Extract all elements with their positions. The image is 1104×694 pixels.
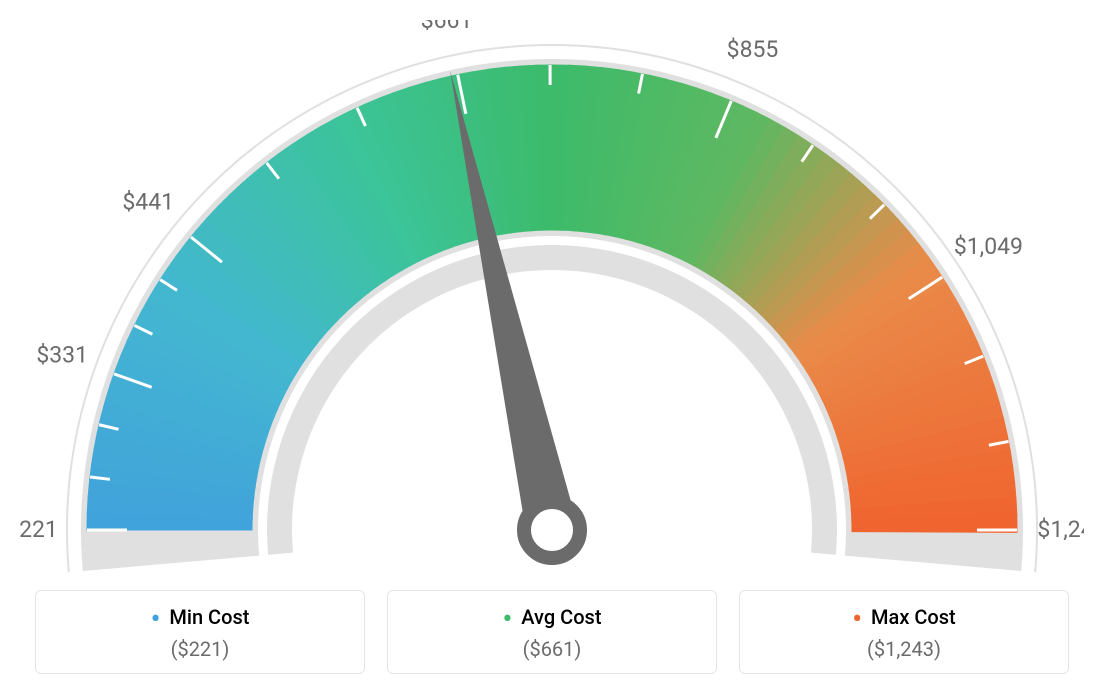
svg-text:$855: $855: [727, 36, 779, 63]
legend-title-min-text: Min Cost: [169, 605, 249, 629]
legend-title-avg: • Avg Cost: [398, 605, 706, 629]
gauge-svg: $221 $331 $441 $661 $855 $1,049 $1,243: [20, 20, 1084, 580]
svg-text:$1,049: $1,049: [954, 233, 1023, 260]
dot-max: •: [852, 602, 862, 635]
dot-min: •: [151, 602, 161, 635]
legend-title-avg-text: Avg Cost: [521, 605, 601, 629]
cost-gauge: $221 $331 $441 $661 $855 $1,049 $1,243: [20, 20, 1084, 580]
legend-card-max: • Max Cost ($1,243): [739, 590, 1069, 674]
legend-title-max: • Max Cost: [750, 605, 1058, 629]
dot-avg: •: [502, 602, 512, 635]
svg-text:$441: $441: [122, 188, 174, 215]
legend-card-avg: • Avg Cost ($661): [387, 590, 717, 674]
svg-text:$221: $221: [20, 516, 58, 543]
svg-text:$661: $661: [421, 20, 473, 34]
legend-row: • Min Cost ($221) • Avg Cost ($661) • Ma…: [20, 590, 1084, 674]
legend-card-min: • Min Cost ($221): [35, 590, 365, 674]
legend-title-min: • Min Cost: [46, 605, 354, 629]
svg-text:$1,243: $1,243: [1037, 516, 1084, 543]
legend-title-max-text: Max Cost: [871, 605, 956, 629]
svg-text:$331: $331: [36, 341, 88, 368]
legend-value-min: ($221): [46, 637, 354, 661]
legend-value-avg: ($661): [398, 637, 706, 661]
legend-value-max: ($1,243): [750, 637, 1058, 661]
